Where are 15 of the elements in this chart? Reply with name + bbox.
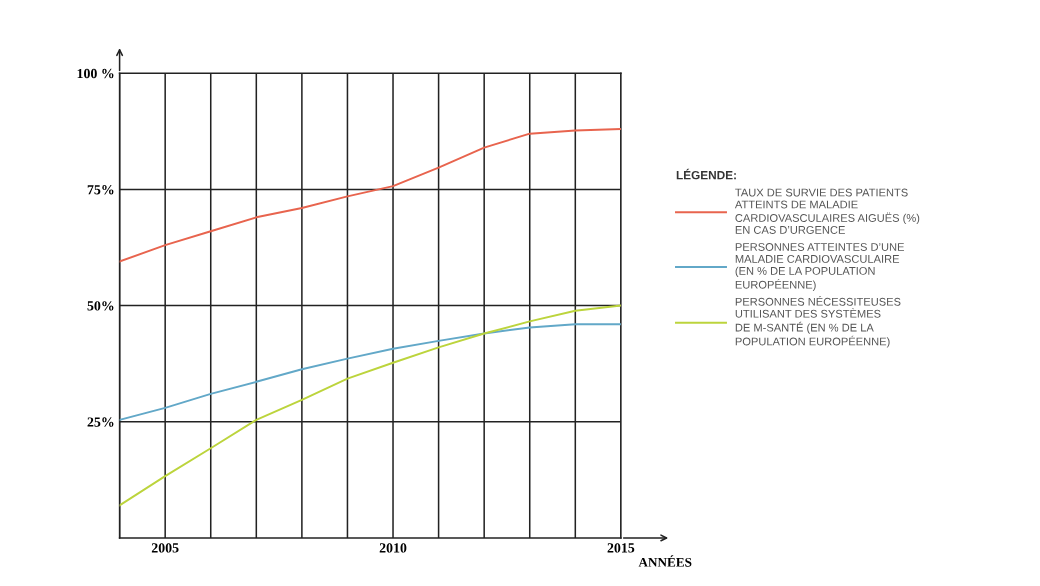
legend-title: LÉGENDE:: [676, 168, 736, 180]
x-tick-label: 2010: [379, 543, 407, 553]
legend-label: PERSONNES NÉCESSITEUSES UTILISANT DES SYSTÈMES DE M-SANTÉ (EN % DE LA POPULATION EUROPÉENNE): [735, 295, 901, 348]
line-series: [119, 304, 621, 507]
y-tick-label: 100 %: [77, 68, 114, 79]
legend-label: TAUX DE SURVIE DES PATIENTS ATTEINTS DE MALADIE CARDIOVASCULAIRES AIGUËS (%) EN CAS D’URGENCE: [734, 188, 920, 234]
legend-label: PERSONNES ATTEINTES D’UNE MALADIE CARDIOVASCULAIRE (EN % DE LA POPULATION EUROPÉENNE): [735, 243, 904, 291]
x-tick-label: 2005: [151, 543, 179, 553]
y-tick-label: 50%: [87, 301, 114, 311]
line-series: [119, 323, 621, 421]
x-tick-label: 2015: [607, 543, 635, 553]
x-axis-title: ANNÉES: [638, 555, 692, 567]
y-tick-label: 75%: [87, 185, 114, 195]
y-tick-label: 25%: [87, 417, 114, 427]
line-series: [119, 128, 621, 263]
